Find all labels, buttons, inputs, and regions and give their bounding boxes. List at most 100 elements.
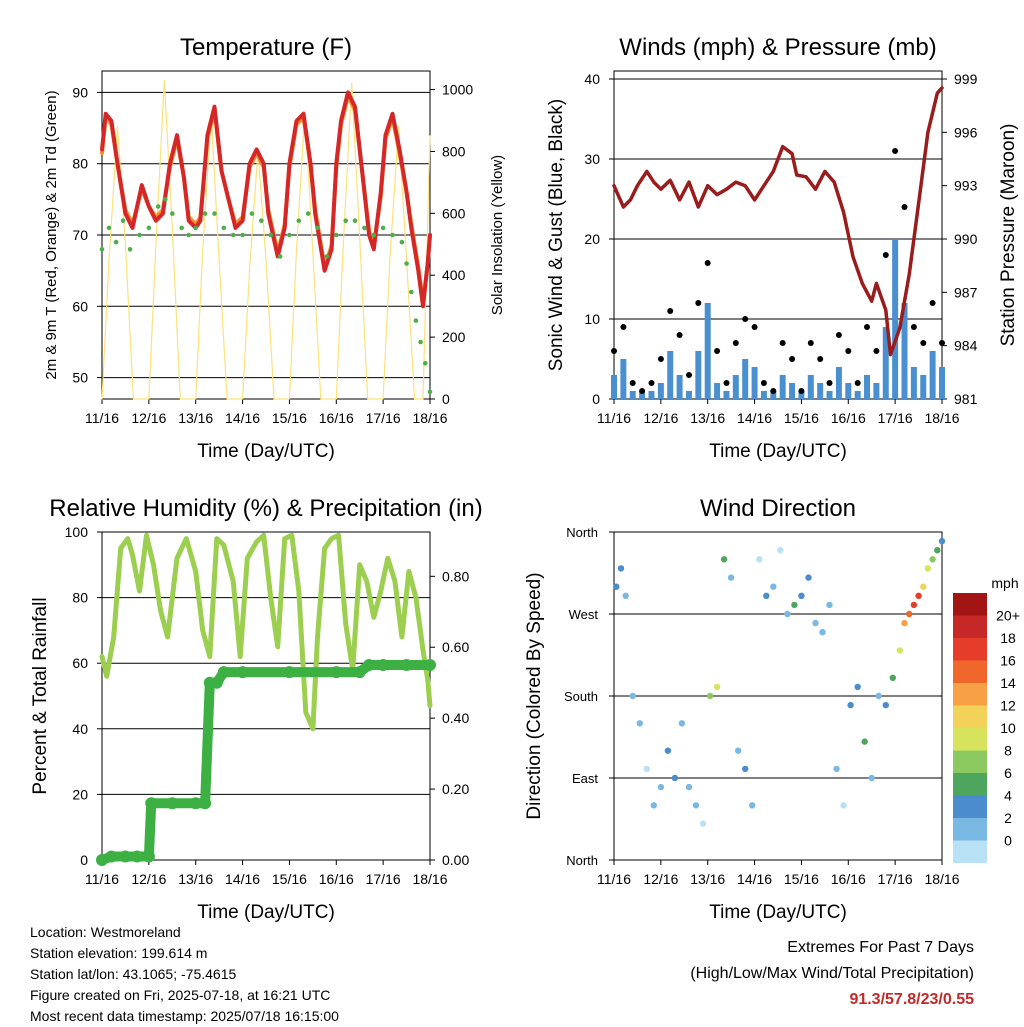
y-right-tick-label: 981 <box>954 391 978 407</box>
direction-point <box>617 565 625 572</box>
dewpoint-point <box>212 211 217 216</box>
direction-point <box>643 765 650 773</box>
direction-point <box>685 783 693 791</box>
precip-point <box>424 659 436 671</box>
direction-point <box>636 720 643 727</box>
x-tick-label: 17/16 <box>366 871 401 887</box>
y-axis-label: Direction (Colored By Speed) <box>524 572 545 819</box>
y-tick-label: 60 <box>72 655 88 671</box>
x-axis-label: Time (Day/UTC) <box>197 902 335 923</box>
gust-point <box>873 348 880 354</box>
direction-point <box>906 610 913 618</box>
direction-point <box>924 565 932 572</box>
direction-point <box>934 547 941 554</box>
direction-point <box>629 692 636 700</box>
direction-point <box>742 765 749 773</box>
elevation-text: Station elevation: 199.614 m <box>30 945 208 961</box>
direction-point <box>896 647 903 654</box>
gust-point <box>929 300 936 306</box>
direction-point <box>915 592 922 599</box>
direction-point <box>819 629 826 636</box>
dewpoint-point <box>409 289 414 295</box>
legend-label: 12 <box>1000 698 1016 714</box>
direction-point <box>664 747 672 754</box>
extremes-heading: Extremes For Past 7 Days <box>787 939 974 956</box>
direction-point <box>784 610 791 618</box>
humidity-line <box>99 532 433 732</box>
y-axis-label: 2m & 9m T (Red, Orange) & 2m Td (Green) <box>43 90 60 379</box>
y-right-tick-label: 0.80 <box>442 568 469 584</box>
dewpoint-point <box>277 254 283 259</box>
direction-point <box>833 765 840 773</box>
x-tick-label: 12/16 <box>131 871 166 887</box>
gust-point <box>714 348 721 354</box>
precip-line <box>97 660 435 865</box>
x-tick-label: 16/16 <box>319 410 354 426</box>
dewpoint-point <box>155 204 161 209</box>
direction-point <box>713 683 721 691</box>
dewpoint-point <box>113 239 119 245</box>
y-tick-label: West <box>569 607 599 622</box>
extremes-block: Extremes For Past 7 Days (High/Low/Max W… <box>690 935 974 1013</box>
x-tick-label: 14/16 <box>737 410 772 426</box>
dewpoint-point <box>268 232 274 238</box>
direction-point <box>938 537 946 545</box>
legend-swatch <box>953 818 987 841</box>
precip-point <box>131 850 144 863</box>
direction-point <box>678 720 686 727</box>
y-tick-label: 100 <box>65 524 89 540</box>
x-tick-label: 11/16 <box>85 410 119 426</box>
t2m-line <box>100 90 432 309</box>
x-axis-label: Time (Day/UTC) <box>709 902 847 923</box>
direction-point <box>910 601 918 609</box>
precip-point <box>400 659 413 671</box>
x-tick-label: 18/16 <box>412 410 447 426</box>
y-tick-label: 30 <box>584 151 600 167</box>
precip-point <box>105 850 118 863</box>
gust-point <box>611 348 617 354</box>
x-tick-label: 16/16 <box>831 871 866 887</box>
dewpoint-point <box>404 261 409 266</box>
legend-label: 10 <box>1000 720 1016 736</box>
direction-point <box>798 592 805 599</box>
direction-point <box>706 692 714 700</box>
legend-label: 14 <box>1000 675 1016 691</box>
legend-label: 18 <box>1000 630 1016 646</box>
dewpoint-point <box>296 218 302 223</box>
gust-point <box>676 332 683 338</box>
legend-swatch <box>953 750 987 773</box>
direction-point <box>805 574 812 581</box>
y-right-tick-label: 987 <box>954 284 978 300</box>
dewpoint-point <box>390 232 395 238</box>
x-tick-label: 12/16 <box>643 871 678 887</box>
legend-swatch <box>953 795 987 818</box>
gust-point <box>845 348 852 354</box>
x-tick-label: 13/16 <box>690 410 725 426</box>
gust-point <box>657 356 664 362</box>
dewpoint-point <box>334 232 339 238</box>
dewpoint-point <box>179 225 184 231</box>
legend-swatch <box>953 840 987 863</box>
latlon-text: Station lat/lon: 43.1065; -75.4615 <box>30 966 237 982</box>
x-axis-label: Time (Day/UTC) <box>197 441 335 462</box>
direction-point <box>847 701 854 709</box>
direction-point <box>840 802 847 809</box>
gust-point <box>639 388 646 394</box>
direction-point <box>875 692 882 700</box>
y-right-axis-label: Station Pressure (Maroon) <box>998 124 1019 347</box>
dewpoint-point <box>315 225 320 231</box>
direction-point <box>727 574 735 581</box>
dewpoint-point <box>193 225 198 231</box>
direction-point <box>791 601 798 609</box>
gust-point <box>629 380 636 386</box>
y-tick-label: 40 <box>584 71 600 87</box>
x-tick-label: 11/16 <box>597 871 631 887</box>
y-tick-label: 10 <box>584 311 600 327</box>
direction-point <box>756 556 763 563</box>
legend-title: mph <box>991 575 1018 591</box>
dewpoint-point <box>146 225 152 231</box>
precip-point <box>96 854 108 866</box>
x-tick-label: 15/16 <box>784 410 819 426</box>
x-axis-label: Time (Day/UTC) <box>709 441 847 462</box>
